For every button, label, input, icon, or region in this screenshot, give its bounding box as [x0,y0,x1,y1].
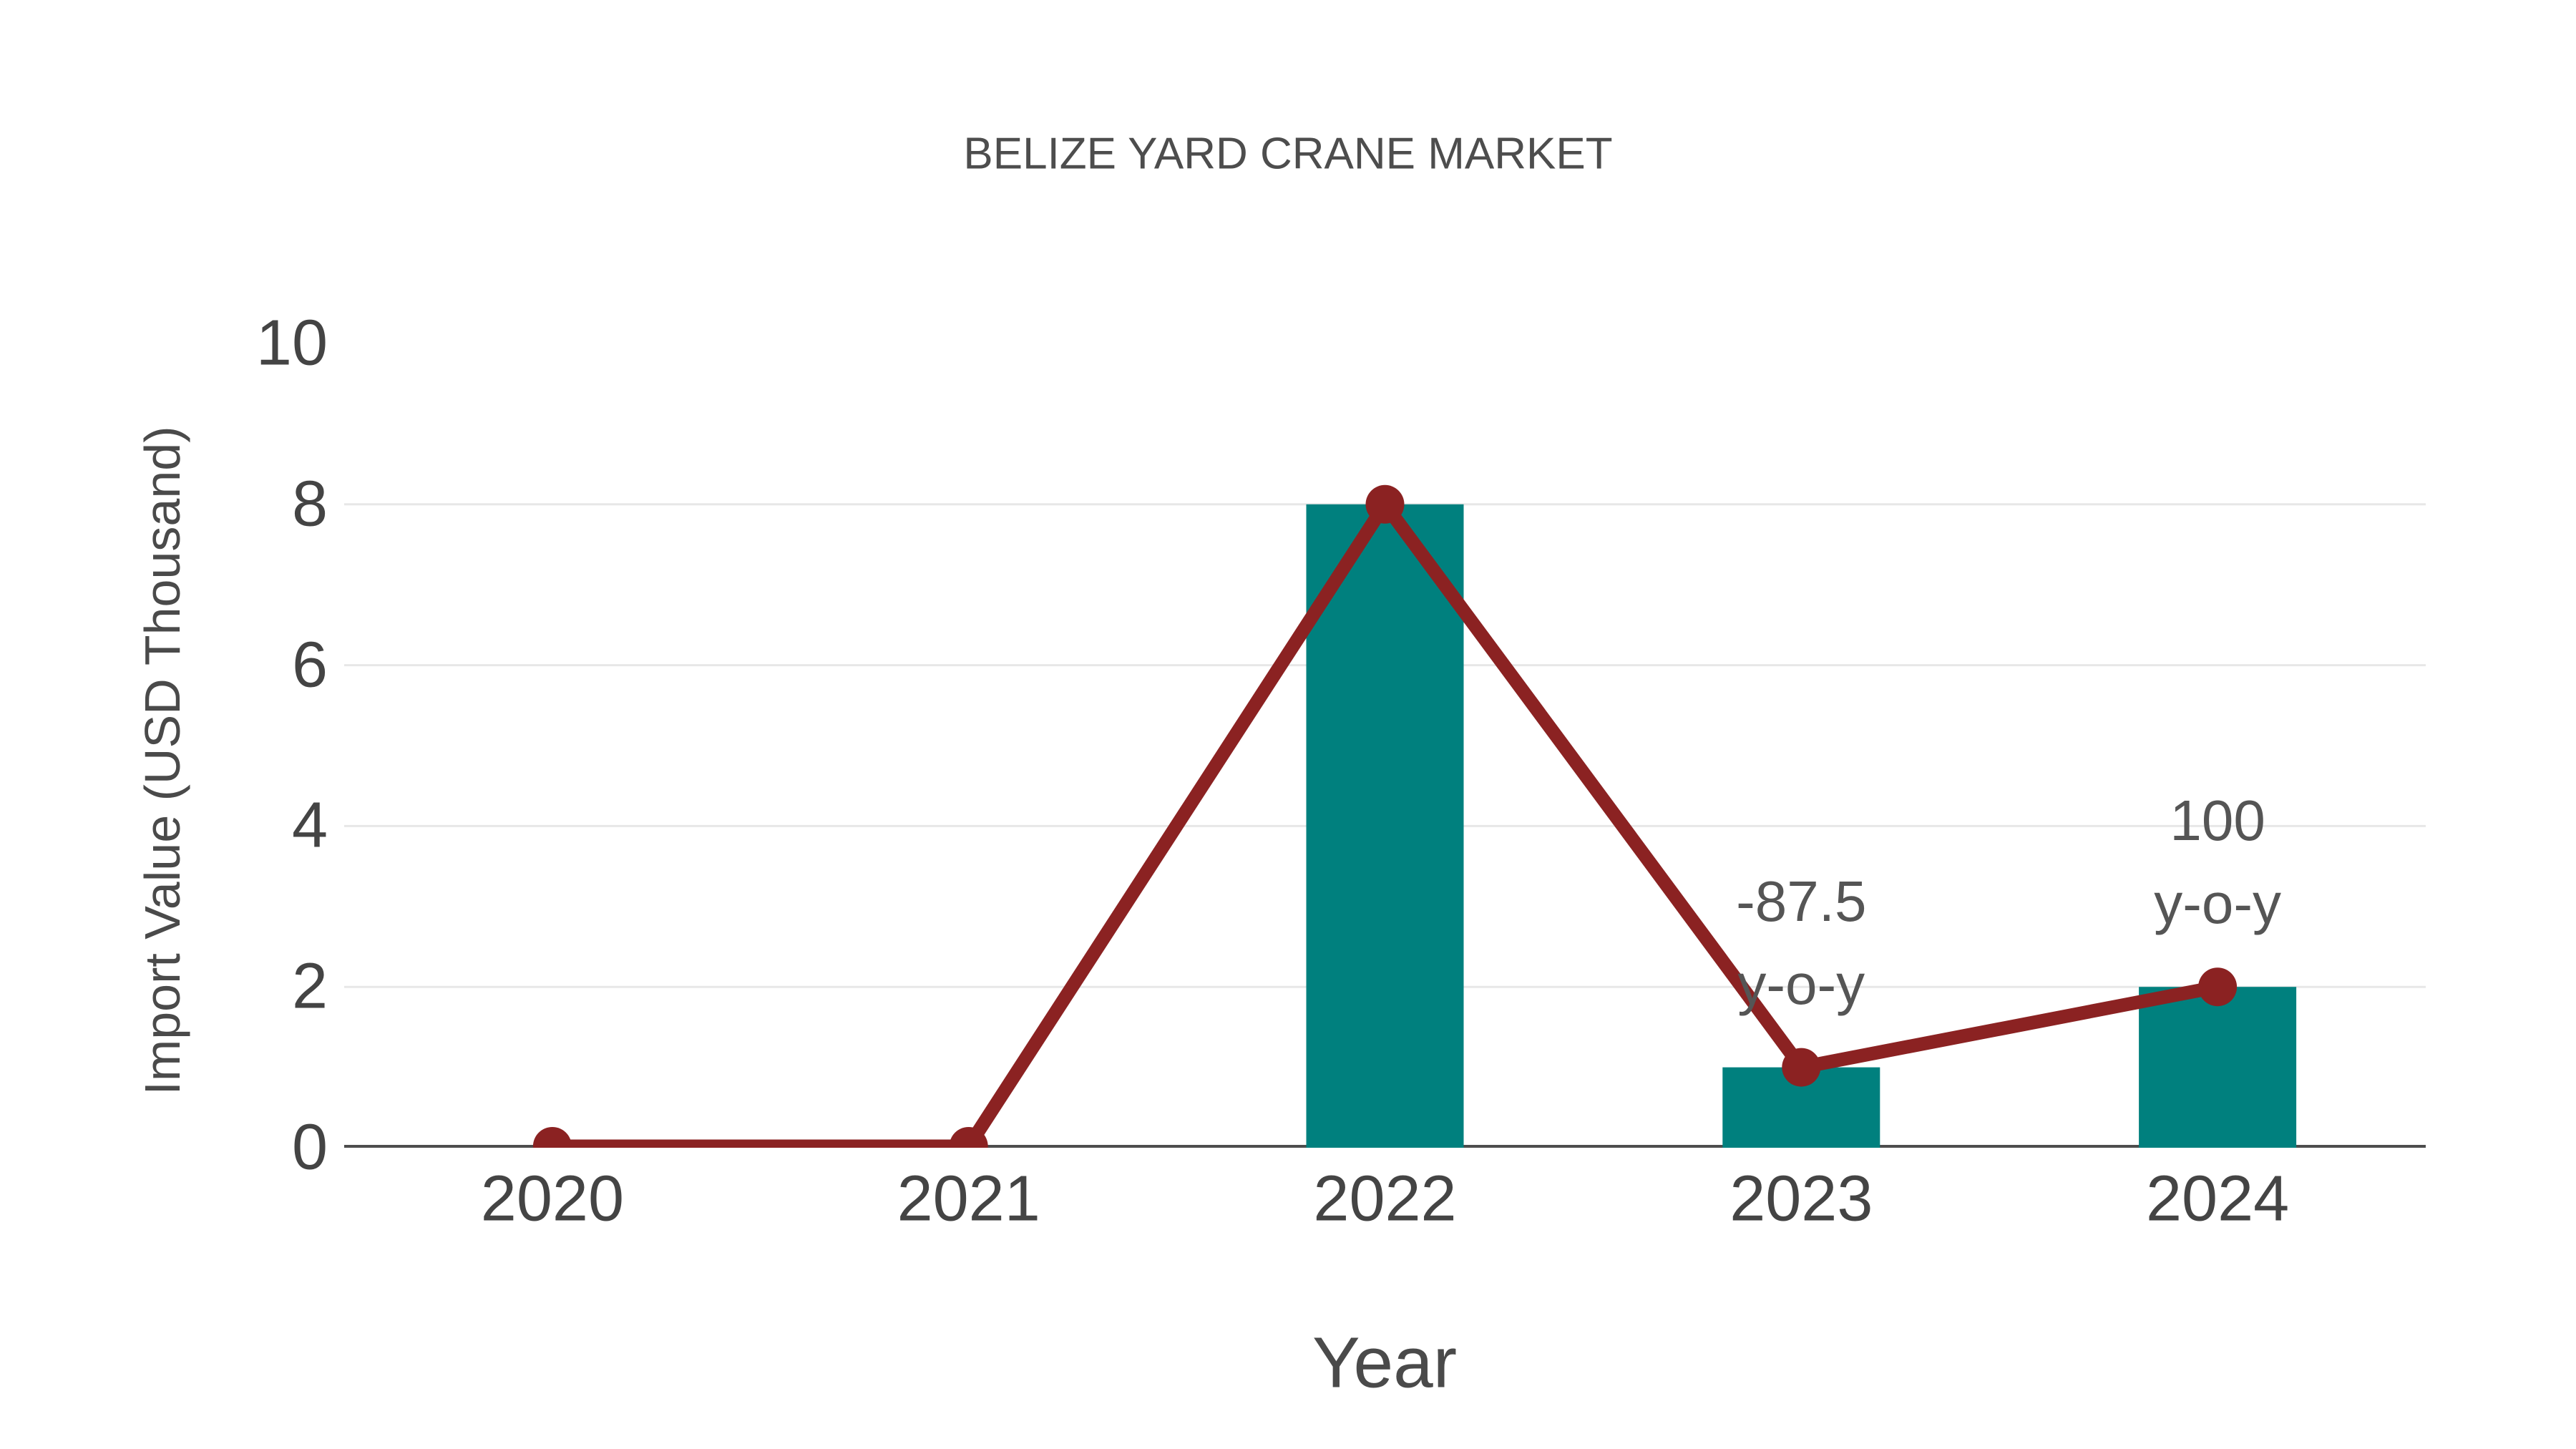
y-tick-label-2: 2 [291,950,328,1023]
y-tick-label-8: 8 [291,468,328,540]
x-tick-label-2022: 2022 [1313,1163,1457,1235]
annotation-line: y-o-y [2154,872,2281,936]
bar-2024 [2139,987,2297,1148]
marker-2021 [949,1127,988,1148]
annotation-line: y-o-y [1737,952,1865,1016]
x-tick-label-2021: 2021 [897,1163,1040,1235]
x-tick-label-2020: 2020 [480,1163,624,1235]
y-tick-label-10: 10 [255,307,328,379]
y-tick-label-0: 0 [291,1111,328,1184]
marker-2024 [2198,967,2238,1007]
x-tick-label-2024: 2024 [2145,1163,2290,1235]
y-tick-label-6: 6 [291,629,328,701]
marker-2023 [1782,1048,1821,1087]
bar-2022 [1306,504,1464,1148]
annotation-2023: -87.5 y-o-y [1736,860,1866,1026]
x-tick-label-2023: 2023 [1729,1163,1873,1235]
marker-2022 [1365,484,1405,524]
annotation-2024: 100 y-o-y [2154,779,2281,945]
x-axis-title: Year [1312,1322,1458,1403]
chart-title: BELIZE YARD CRANE MARKET [963,129,1613,179]
annotation-line: 100 [2170,789,2265,853]
y-tick-label-4: 4 [291,789,328,862]
plot-area [344,484,2426,1148]
annotation-line: -87.5 [1736,869,1867,933]
marker-2020 [532,1127,572,1148]
